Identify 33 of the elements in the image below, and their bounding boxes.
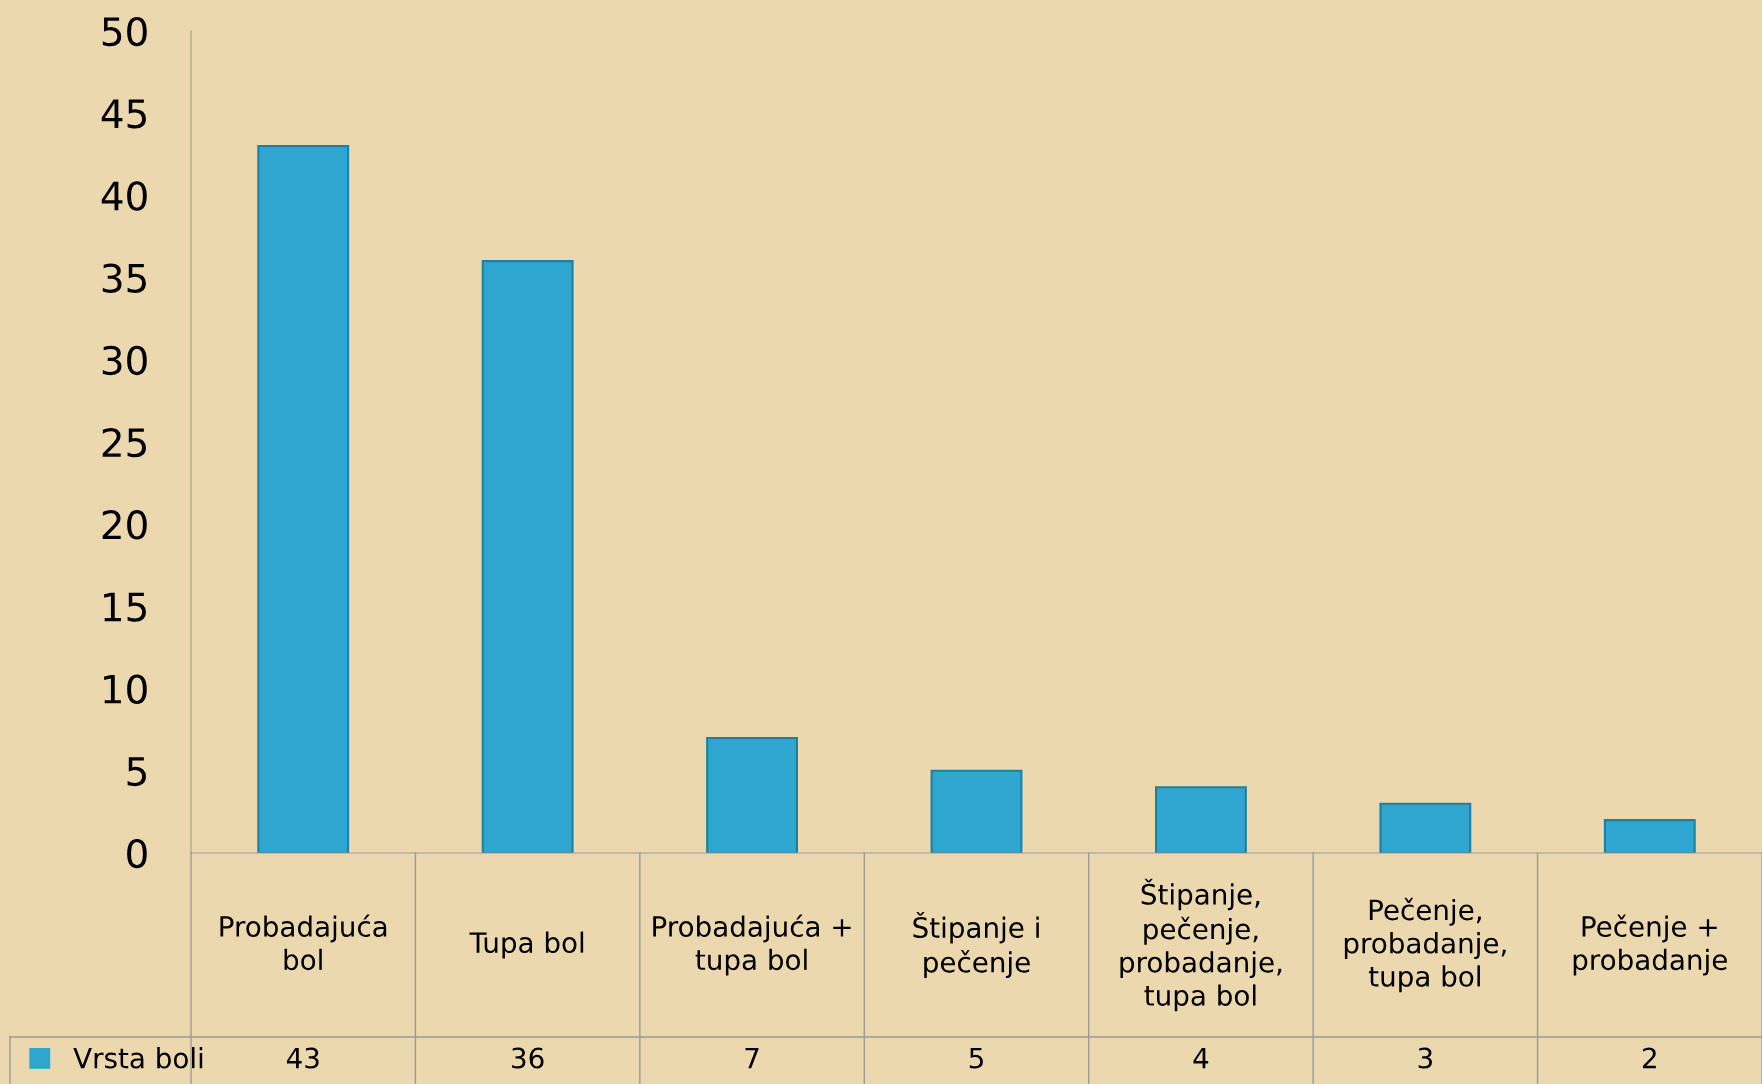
y-tick-label: 15 <box>104 592 146 622</box>
y-tick-label: 30 <box>102 345 147 376</box>
legend-label: Vrsta boli <box>73 1047 203 1069</box>
x-tick-label: Štipanje i pečenje <box>913 911 1039 979</box>
y-tick-label: 0 <box>127 838 147 869</box>
bar <box>930 769 1023 853</box>
y-tick-label: 5 <box>127 757 146 787</box>
bar <box>1155 786 1247 853</box>
data-label: 36 <box>512 1047 544 1069</box>
y-tick-label: 20 <box>102 510 147 540</box>
y-tick-label: 40 <box>101 181 147 211</box>
data-label: 7 <box>745 1047 759 1069</box>
bar <box>257 145 350 853</box>
y-tick-label: 50 <box>102 16 147 47</box>
bar <box>1603 819 1696 853</box>
data-label: 4 <box>1193 1047 1209 1069</box>
data-label: 3 <box>1418 1047 1432 1069</box>
y-tick-label: 25 <box>102 427 146 458</box>
y-tick-label: 35 <box>102 263 146 293</box>
bar <box>1379 802 1472 853</box>
x-tick-label: Probadajuća + tupa bol <box>653 914 851 976</box>
x-tick-label: Probadajuća bol <box>220 914 387 971</box>
x-tick-label: Pečenje, probadanje, tupa bol <box>1344 897 1506 993</box>
bar <box>706 736 798 853</box>
y-tick-label: 10 <box>104 674 147 704</box>
data-label: 2 <box>1642 1047 1656 1069</box>
data-label: 5 <box>969 1047 983 1069</box>
x-tick-label: Štipanje, pečenje, probadanje, tupa bol <box>1120 878 1282 1012</box>
data-label: 43 <box>286 1047 319 1069</box>
x-tick-label: Pečenje + probadanje <box>1573 914 1727 976</box>
y-tick-label: 45 <box>101 99 146 129</box>
x-tick-label: Tupa bol <box>469 931 584 959</box>
bar <box>481 260 574 853</box>
